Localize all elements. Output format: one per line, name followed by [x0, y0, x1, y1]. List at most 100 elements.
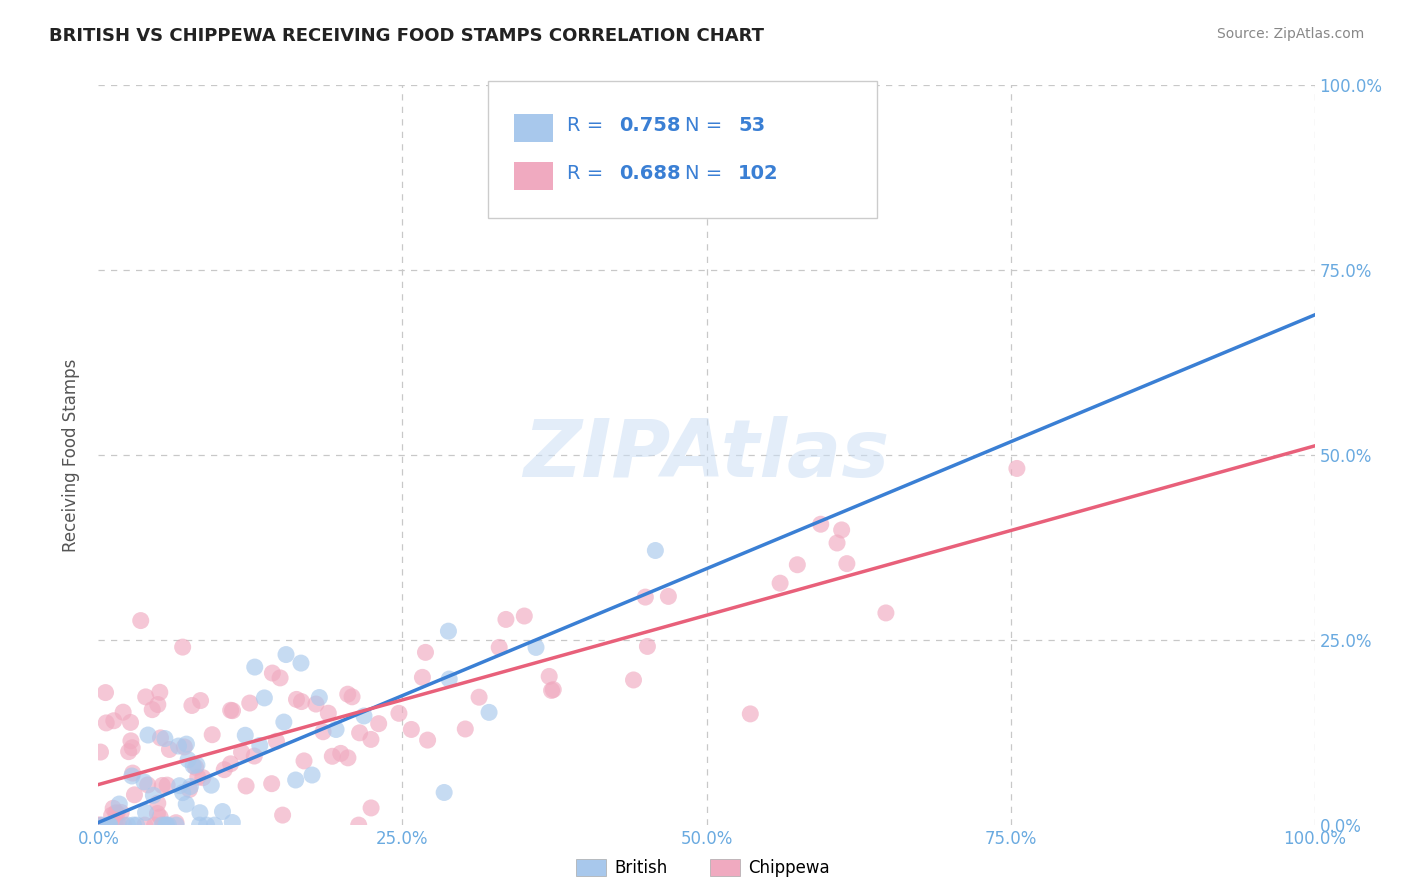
Point [329, 747, 352, 761]
Text: ZIPAtlas: ZIPAtlas [523, 416, 890, 494]
Point [136, 728, 159, 742]
Point [107, 818, 129, 832]
Point [94, 685, 117, 699]
Point [540, 683, 562, 698]
Point [157, 742, 180, 756]
Point [153, 731, 176, 746]
Point [273, 714, 295, 729]
Point [125, 818, 148, 832]
Point [165, 815, 187, 830]
Point [98, 818, 121, 832]
Point [634, 590, 657, 604]
Point [253, 690, 276, 705]
Point [146, 806, 169, 821]
Point [186, 758, 208, 772]
Text: Source: ZipAtlas.com: Source: ZipAtlas.com [1216, 27, 1364, 41]
Point [1005, 461, 1028, 475]
Point [121, 740, 143, 755]
Point [478, 706, 501, 720]
Point [219, 756, 242, 771]
Point [122, 818, 145, 832]
Point [150, 779, 173, 793]
Point [290, 695, 312, 709]
Text: 53: 53 [738, 116, 765, 135]
Point [136, 778, 159, 792]
Point [191, 771, 214, 785]
Point [249, 739, 271, 753]
Point [104, 805, 127, 820]
Point [104, 817, 127, 831]
Point [120, 715, 142, 730]
Point [360, 801, 382, 815]
Point [388, 706, 411, 721]
Point [172, 786, 194, 800]
Point [285, 692, 308, 706]
Point [221, 815, 243, 830]
Point [284, 772, 307, 787]
Point [97, 818, 120, 832]
Point [468, 690, 491, 705]
Point [212, 763, 235, 777]
Point [305, 697, 328, 711]
Legend: British, Chippewa: British, Chippewa [569, 852, 837, 884]
Point [181, 758, 204, 772]
Point [433, 785, 456, 799]
Point [657, 590, 679, 604]
Point [235, 779, 257, 793]
Point [124, 788, 146, 802]
Text: R =: R = [567, 116, 609, 135]
Point [347, 818, 370, 832]
Point [149, 810, 172, 824]
Point [190, 693, 212, 707]
Point [157, 818, 180, 832]
Point [454, 722, 477, 736]
Point [243, 660, 266, 674]
Point [211, 805, 233, 819]
Point [416, 733, 439, 747]
Point [187, 770, 209, 784]
Point [401, 723, 423, 737]
Point [411, 670, 433, 684]
Text: N =: N = [685, 164, 728, 183]
Point [336, 751, 359, 765]
Point [195, 818, 218, 832]
Point [875, 606, 897, 620]
Point [112, 818, 135, 832]
Point [321, 749, 343, 764]
Point [129, 614, 152, 628]
Point [173, 739, 195, 754]
Point [120, 734, 142, 748]
Point [740, 706, 762, 721]
Point [437, 624, 460, 639]
Text: 102: 102 [738, 164, 779, 183]
Point [146, 797, 169, 811]
FancyBboxPatch shape [515, 161, 554, 190]
Point [179, 782, 201, 797]
Point [179, 780, 201, 794]
Point [233, 728, 256, 742]
Point [201, 728, 224, 742]
Point [219, 703, 242, 717]
Point [172, 640, 194, 654]
Point [149, 685, 172, 699]
Point [91, 818, 114, 832]
Point [623, 673, 645, 687]
Point [318, 706, 340, 721]
Point [155, 818, 177, 832]
Point [121, 766, 143, 780]
Point [340, 690, 363, 704]
Point [360, 732, 382, 747]
Point [488, 640, 510, 655]
Point [110, 805, 132, 820]
Point [89, 745, 111, 759]
Point [169, 779, 191, 793]
Point [135, 805, 157, 820]
Text: BRITISH VS CHIPPEWA RECEIVING FOOD STAMPS CORRELATION CHART: BRITISH VS CHIPPEWA RECEIVING FOOD STAMP… [49, 27, 765, 45]
Point [367, 716, 389, 731]
Point [513, 609, 536, 624]
Point [143, 818, 166, 832]
Point [524, 640, 547, 655]
Point [353, 709, 375, 723]
Point [349, 726, 371, 740]
Point [121, 769, 143, 783]
